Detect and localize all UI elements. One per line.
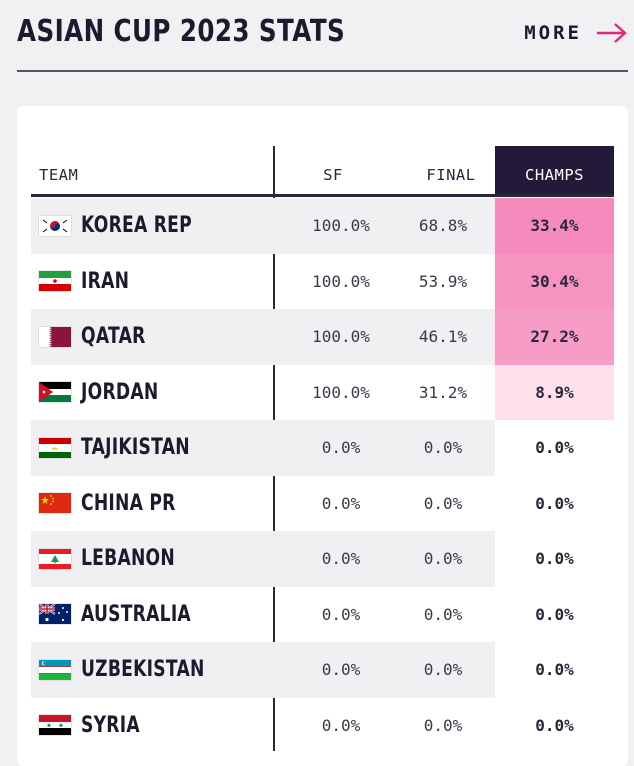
team-cell: JORDAN — [39, 365, 180, 421]
table-header: TEAM SF FINAL CHAMPS — [31, 146, 614, 198]
team-name: JORDAN — [81, 379, 159, 405]
team-name: QATAR — [81, 324, 146, 350]
table-row[interactable]: JORDAN 100.0% 31.2% 8.9% — [31, 364, 614, 421]
syria-flag-icon — [39, 715, 71, 736]
more-label: MORE — [524, 22, 582, 44]
stats-header: ASIAN CUP 2023 STATS MORE — [17, 0, 628, 72]
team-name: IRAN — [81, 268, 130, 294]
south-korea-flag-icon — [39, 215, 71, 236]
final-value: 53.9% — [418, 271, 468, 291]
table-row[interactable]: CHINA PR 0.0% 0.0% 0.0% — [31, 475, 614, 532]
stats-card: TEAM SF FINAL CHAMPS KOREA REP 100.0% 68.8… — [17, 106, 628, 766]
sf-value: 100.0% — [312, 327, 370, 346]
team-cell: LEBANON — [39, 531, 201, 587]
sf-value: 100.0% — [312, 382, 370, 402]
uzbekistan-flag-icon — [39, 659, 71, 680]
tajikistan-flag-icon — [39, 437, 71, 458]
team-cell: IRAN — [39, 254, 143, 310]
table-row[interactable]: LEBANON 0.0% 0.0% 0.0% — [31, 531, 614, 587]
champs-value: 30.4% — [495, 253, 614, 309]
more-link[interactable]: MORE — [524, 22, 628, 44]
champs-value: 33.4% — [495, 198, 614, 254]
header-divider — [31, 194, 614, 197]
champs-value: 8.9% — [495, 364, 614, 420]
table-row[interactable]: KOREA REP 100.0% 68.8% 33.4% — [31, 198, 614, 254]
final-value: 0.0% — [423, 549, 463, 568]
champs-value: 0.0% — [495, 586, 614, 642]
team-name: AUSTRALIA — [81, 601, 191, 627]
column-header-final[interactable]: FINAL — [426, 166, 476, 184]
china-flag-icon — [39, 493, 71, 514]
team-name: CHINA PR — [81, 490, 176, 516]
final-value: 0.0% — [423, 660, 463, 679]
sf-value: 0.0% — [321, 549, 361, 568]
column-header-team[interactable]: TEAM — [39, 166, 79, 184]
page-title: ASIAN CUP 2023 STATS — [17, 14, 346, 49]
champs-value: 0.0% — [495, 420, 614, 476]
team-cell: KOREA REP — [39, 198, 223, 254]
team-cell: TAJIKISTAN — [39, 420, 221, 476]
table-row[interactable]: TAJIKISTAN 0.0% 0.0% 0.0% — [31, 420, 614, 476]
sf-value: 0.0% — [321, 660, 361, 679]
team-cell: AUSTRALIA — [39, 587, 222, 643]
champs-value: 0.0% — [495, 475, 614, 531]
team-name: UZBEKISTAN — [81, 657, 205, 683]
table-row[interactable]: UZBEKISTAN 0.0% 0.0% 0.0% — [31, 642, 614, 698]
column-header-sf[interactable]: SF — [323, 166, 343, 184]
team-cell: SYRIA — [39, 698, 156, 754]
champs-value: 27.2% — [495, 309, 614, 365]
table-body: KOREA REP 100.0% 68.8% 33.4% IRAN 100.0% 53.9%… — [31, 198, 614, 753]
team-name: SYRIA — [81, 712, 140, 738]
final-value: 0.0% — [423, 438, 463, 457]
sf-value: 0.0% — [321, 604, 361, 624]
team-name: LEBANON — [81, 546, 175, 572]
team-name: KOREA REP — [81, 213, 192, 239]
final-value: 0.0% — [423, 715, 463, 735]
column-header-champs[interactable]: CHAMPS — [495, 146, 614, 194]
team-cell: QATAR — [39, 309, 164, 365]
lebanon-flag-icon — [39, 548, 71, 569]
iran-flag-icon — [39, 271, 71, 292]
australia-flag-icon — [39, 604, 71, 625]
table-row[interactable]: SYRIA 0.0% 0.0% 0.0% — [31, 697, 614, 754]
sf-value: 0.0% — [321, 493, 361, 513]
final-value: 46.1% — [418, 327, 468, 346]
team-cell: UZBEKISTAN — [39, 642, 239, 698]
jordan-flag-icon — [39, 382, 71, 403]
sf-value: 100.0% — [312, 271, 370, 291]
champs-value: 0.0% — [495, 697, 614, 753]
team-name: TAJIKISTAN — [81, 435, 190, 461]
sf-value: 0.0% — [321, 715, 361, 735]
table-row[interactable]: IRAN 100.0% 53.9% 30.4% — [31, 253, 614, 310]
qatar-flag-icon — [39, 326, 71, 347]
final-value: 0.0% — [423, 604, 463, 624]
team-cell: CHINA PR — [39, 476, 202, 532]
table-row[interactable]: QATAR 100.0% 46.1% 27.2% — [31, 309, 614, 365]
table-row[interactable]: AUSTRALIA 0.0% 0.0% 0.0% — [31, 586, 614, 643]
final-value: 68.8% — [418, 216, 468, 235]
final-value: 31.2% — [418, 382, 468, 402]
sf-value: 100.0% — [312, 216, 370, 235]
sf-value: 0.0% — [321, 438, 361, 457]
final-value: 0.0% — [423, 493, 463, 513]
champs-value: 0.0% — [495, 642, 614, 698]
arrow-right-icon — [597, 23, 627, 43]
champs-value: 0.0% — [495, 531, 614, 587]
